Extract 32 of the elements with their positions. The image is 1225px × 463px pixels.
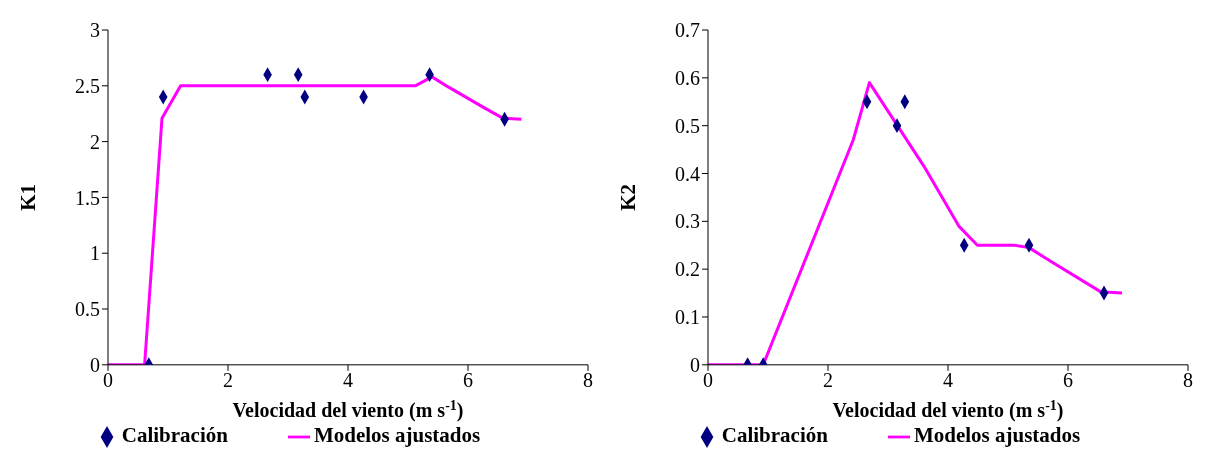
x-tick-label: 8 <box>1183 369 1193 392</box>
y-tick-label: 0.5 <box>75 298 100 321</box>
y-tick-label: 2 <box>90 130 100 153</box>
x-tick-label: 4 <box>943 369 953 392</box>
y-tick-label: 0.3 <box>675 210 700 233</box>
y-tick-label: 0 <box>690 353 700 376</box>
x-tick-label: 8 <box>583 369 593 392</box>
x-axis-title: Velocidad del viento (m s$^{-1}$) <box>232 397 464 422</box>
y-axis-title: K1 <box>16 183 41 211</box>
y-tick-label: 0.2 <box>675 258 700 281</box>
x-tick-label: 4 <box>343 369 353 392</box>
x-tick-label: 6 <box>463 369 473 392</box>
legend-label: Modelos ajustados <box>913 422 1081 447</box>
y-tick-label: 0 <box>90 353 100 376</box>
x-tick-label: 6 <box>1063 369 1073 392</box>
y-tick-label: 2.5 <box>75 74 100 97</box>
y-tick-label: 0.5 <box>675 114 700 137</box>
legend-label: Calibración <box>121 422 228 447</box>
x-axis-title: Velocidad del viento (m s$^{-1}$) <box>832 397 1064 422</box>
y-tick-label: 0.7 <box>675 19 700 42</box>
x-tick-label: 2 <box>223 369 233 392</box>
y-tick-label: 0.4 <box>675 162 700 185</box>
y-tick-label: 0.1 <box>675 306 700 329</box>
y-tick-label: 0.6 <box>675 66 700 89</box>
legend-label: Calibración <box>721 422 828 447</box>
line-series <box>708 81 1124 365</box>
x-tick-label: 2 <box>823 369 833 392</box>
legend-label: Modelos ajustados <box>313 422 481 447</box>
y-tick-label: 1 <box>90 242 100 265</box>
y-tick-label: 3 <box>90 19 100 42</box>
y-axis-title: K2 <box>616 183 641 211</box>
y-tick-label: 1.5 <box>75 186 100 209</box>
